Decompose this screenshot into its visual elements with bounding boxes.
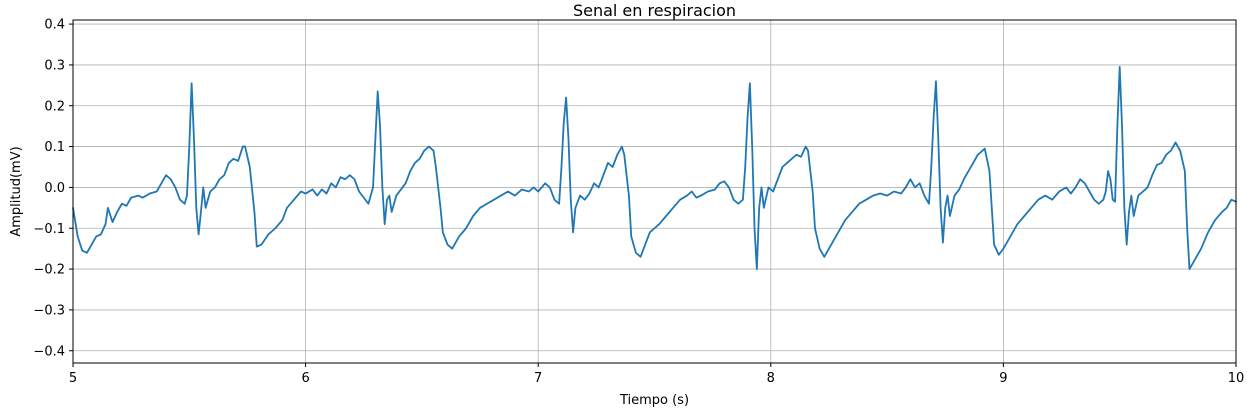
y-tick-label: −0.4 xyxy=(33,344,65,359)
y-tick-label: 0.1 xyxy=(44,140,65,155)
x-axis-ticks: 5 6 7 8 9 10 xyxy=(69,363,1244,386)
x-tick-label: 8 xyxy=(767,371,775,386)
y-tick-label: 0.3 xyxy=(44,58,65,73)
x-tick-label: 7 xyxy=(534,371,542,386)
y-tick-label: 0.2 xyxy=(44,99,65,114)
y-tick-label: 0.4 xyxy=(44,18,65,33)
x-tick-label: 9 xyxy=(999,371,1007,386)
y-axis-ticks: −0.4 −0.3 −0.2 −0.1 0.0 0.1 0.2 0.3 0.4 xyxy=(33,18,73,359)
x-tick-label: 5 xyxy=(69,371,77,386)
x-axis-label: Tiempo (s) xyxy=(619,393,689,408)
y-tick-label: 0.0 xyxy=(44,181,65,196)
series-line xyxy=(72,66,1237,270)
x-tick-label: 10 xyxy=(1228,371,1245,386)
y-axis-label: Amplitud(mV) xyxy=(9,146,24,236)
y-tick-label: −0.1 xyxy=(33,222,65,237)
x-tick-label: 6 xyxy=(301,371,309,386)
y-tick-label: −0.2 xyxy=(33,263,65,278)
plot-area-frame xyxy=(72,19,1237,364)
y-tick-label: −0.3 xyxy=(33,303,65,318)
chart-title: Senal en respiracion xyxy=(573,1,736,20)
